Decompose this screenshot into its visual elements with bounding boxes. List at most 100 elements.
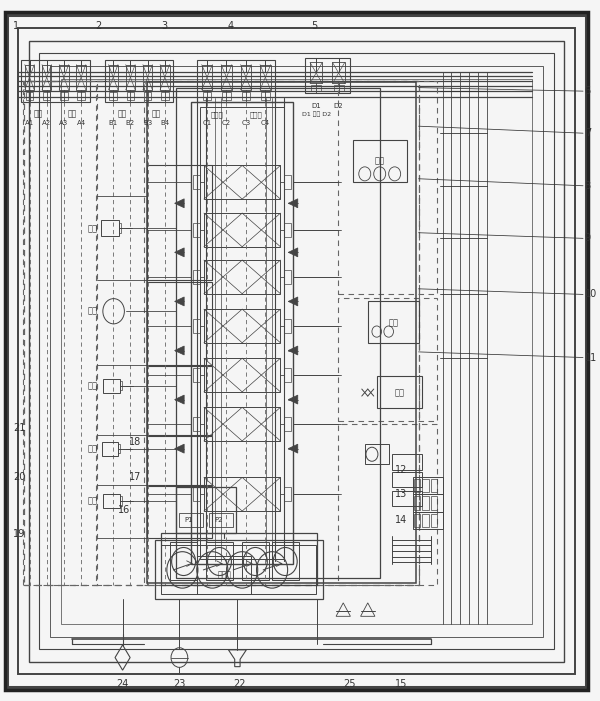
Bar [204,477,280,511]
Text: 大臂: 大臂 [34,110,43,118]
Bar [241,64,251,90]
Text: 20: 20 [13,472,26,482]
Text: 14: 14 [395,515,407,525]
Bar [176,88,380,578]
Text: 2: 2 [95,21,102,31]
Text: C2: C2 [222,120,231,125]
Bar [422,514,429,527]
Text: 6: 6 [585,86,591,96]
Bar [21,60,89,102]
Bar [422,496,429,510]
Text: B1: B1 [109,120,118,125]
Bar [377,376,422,408]
Bar [118,444,121,454]
Bar [143,81,419,585]
Text: 3: 3 [161,21,167,31]
Bar [392,491,422,506]
Text: 小臂: 小臂 [117,110,127,118]
Bar [204,165,280,199]
Text: A2: A2 [42,120,51,125]
Text: C1: C1 [202,120,212,125]
Polygon shape [288,444,298,453]
Text: 11: 11 [585,353,597,362]
Bar [43,92,50,100]
Bar [144,92,151,100]
Bar [197,556,251,594]
Bar [161,533,317,585]
Bar [101,220,119,236]
Bar [119,496,122,506]
Bar [368,301,419,343]
Text: 21: 21 [13,423,26,433]
Bar [203,92,211,100]
Bar [334,86,344,91]
Bar [193,417,200,431]
Bar [25,64,34,90]
Bar [310,62,322,83]
Polygon shape [175,297,184,306]
Bar [95,81,146,585]
Bar [284,368,291,382]
Bar [204,260,280,294]
Bar [204,407,280,441]
Text: C3: C3 [241,120,251,125]
Bar [414,479,421,492]
Text: 24: 24 [116,679,129,688]
Text: A1: A1 [25,120,34,125]
Bar [161,92,169,100]
Bar [77,92,85,100]
Polygon shape [175,199,184,207]
Text: B3: B3 [143,120,152,125]
Bar [191,102,293,564]
Bar [305,58,350,93]
Text: D2: D2 [334,103,343,109]
Bar [338,424,437,585]
Bar [284,175,291,189]
Bar [431,479,437,492]
Bar [413,512,443,529]
Bar [204,358,280,392]
Text: P2: P2 [214,517,223,523]
Bar [126,64,135,90]
Bar [146,366,212,435]
Text: 4: 4 [227,21,233,31]
Text: 走斗: 走斗 [152,110,161,118]
Bar [311,86,321,91]
Bar [146,486,212,538]
Text: 右行走: 右行走 [249,111,262,118]
Bar [202,64,212,90]
Bar [119,381,122,390]
Polygon shape [175,346,184,355]
Bar [242,542,269,580]
Bar [365,444,389,464]
Bar [59,64,68,90]
Polygon shape [175,248,184,257]
Text: 行走: 行走 [394,388,404,397]
Bar [338,298,437,421]
Bar [60,92,68,100]
Bar [155,540,323,599]
Bar [160,64,170,90]
Text: 15: 15 [394,679,407,688]
Text: 参量: 参量 [388,318,398,327]
Bar [104,60,173,102]
Polygon shape [288,395,298,404]
Bar [414,514,421,527]
Bar [23,81,97,585]
Bar [338,81,437,294]
Text: 13: 13 [395,489,407,499]
Bar [127,92,134,100]
Text: 小臂: 小臂 [88,381,98,390]
Bar [146,165,212,280]
Text: 行走: 行走 [88,497,98,505]
Bar [26,92,34,100]
Bar [431,514,437,527]
Bar [103,379,119,393]
Polygon shape [288,199,298,207]
Bar [40,53,554,649]
Bar [413,494,443,512]
Bar [42,64,52,90]
Bar [204,309,280,343]
Text: D1 推槽 D2: D1 推槽 D2 [302,111,331,117]
Text: P1: P1 [184,517,193,523]
